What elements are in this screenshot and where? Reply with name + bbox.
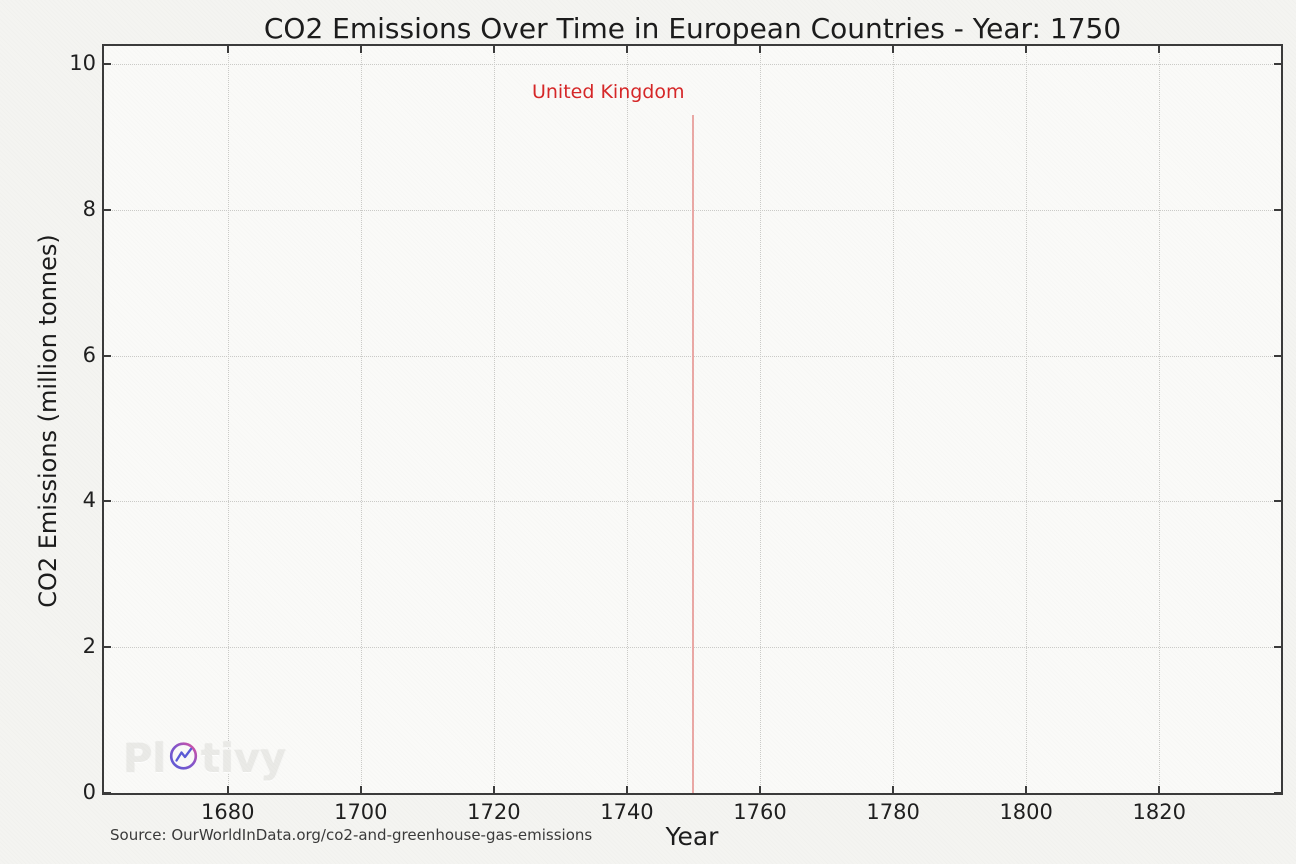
y-tick-left-2 bbox=[104, 646, 111, 649]
x-tick-top-1800 bbox=[1025, 46, 1028, 53]
x-tick-top-1740 bbox=[625, 46, 628, 53]
x-tick-bottom-1780 bbox=[892, 786, 895, 793]
x-tick-label-1700: 1700 bbox=[334, 800, 388, 824]
gridline-x-1700 bbox=[360, 46, 362, 793]
gridline-x-1720 bbox=[493, 46, 495, 793]
gridline-x-1760 bbox=[760, 46, 762, 793]
y-tick-label-2: 2 bbox=[82, 634, 96, 659]
y-tick-right-10 bbox=[1274, 63, 1281, 66]
gridline-x-1800 bbox=[1026, 46, 1028, 793]
x-tick-bottom-1760 bbox=[759, 786, 762, 793]
y-tick-left-4 bbox=[104, 500, 111, 503]
gridline-x-1780 bbox=[893, 46, 895, 793]
x-tick-bottom-1820 bbox=[1158, 786, 1161, 793]
x-tick-label-1680: 1680 bbox=[201, 800, 255, 824]
y-tick-left-8 bbox=[104, 208, 111, 211]
gridline-x-1820 bbox=[1159, 46, 1161, 793]
gridline-x-1740 bbox=[626, 46, 628, 793]
x-tick-bottom-1800 bbox=[1025, 786, 1028, 793]
gridline-y-10 bbox=[104, 64, 1281, 66]
watermark-text-suffix: tivy bbox=[201, 736, 287, 782]
y-tick-right-8 bbox=[1274, 208, 1281, 211]
y-tick-label-4: 4 bbox=[82, 488, 96, 513]
x-tick-bottom-1700 bbox=[359, 786, 362, 793]
x-tick-bottom-1740 bbox=[625, 786, 628, 793]
plotivy-logo-icon bbox=[166, 736, 201, 782]
plotivy-watermark: Pl tivy bbox=[123, 736, 286, 782]
x-tick-label-1820: 1820 bbox=[1132, 800, 1186, 824]
chart-title: CO2 Emissions Over Time in European Coun… bbox=[263, 12, 1122, 45]
plot-area: United Kingdom bbox=[102, 44, 1283, 795]
x-tick-top-1820 bbox=[1158, 46, 1161, 53]
x-tick-label-1780: 1780 bbox=[866, 800, 920, 824]
y-tick-right-2 bbox=[1274, 646, 1281, 649]
y-tick-label-0: 0 bbox=[82, 780, 96, 804]
bar-united-kingdom bbox=[692, 115, 695, 793]
x-tick-bottom-1680 bbox=[226, 786, 229, 793]
x-tick-bottom-1720 bbox=[492, 786, 495, 793]
x-tick-label-1800: 1800 bbox=[999, 800, 1053, 824]
x-tick-label-1760: 1760 bbox=[733, 800, 787, 824]
source-note: Source: OurWorldInData.org/co2-and-green… bbox=[110, 826, 593, 844]
y-tick-right-6 bbox=[1274, 354, 1281, 357]
x-tick-top-1700 bbox=[359, 46, 362, 53]
y-tick-label-10: 10 bbox=[69, 51, 96, 76]
x-axis-label: Year bbox=[665, 822, 719, 851]
gridline-x-1680 bbox=[227, 46, 229, 793]
y-tick-left-6 bbox=[104, 354, 111, 357]
x-tick-label-1740: 1740 bbox=[600, 800, 654, 824]
y-tick-left-0 bbox=[104, 792, 111, 794]
y-tick-right-0 bbox=[1274, 792, 1281, 794]
y-tick-right-4 bbox=[1274, 500, 1281, 503]
x-tick-top-1680 bbox=[226, 46, 229, 53]
x-tick-top-1780 bbox=[892, 46, 895, 53]
x-tick-label-1720: 1720 bbox=[467, 800, 521, 824]
y-axis-label: CO2 Emissions (million tonnes) bbox=[34, 234, 62, 608]
x-tick-top-1720 bbox=[492, 46, 495, 53]
watermark-text-prefix: Pl bbox=[123, 736, 167, 782]
x-tick-top-1760 bbox=[759, 46, 762, 53]
annotation-united-kingdom: United Kingdom bbox=[531, 81, 685, 104]
y-tick-label-8: 8 bbox=[82, 196, 96, 221]
y-tick-left-10 bbox=[104, 63, 111, 66]
y-tick-label-6: 6 bbox=[82, 342, 96, 367]
